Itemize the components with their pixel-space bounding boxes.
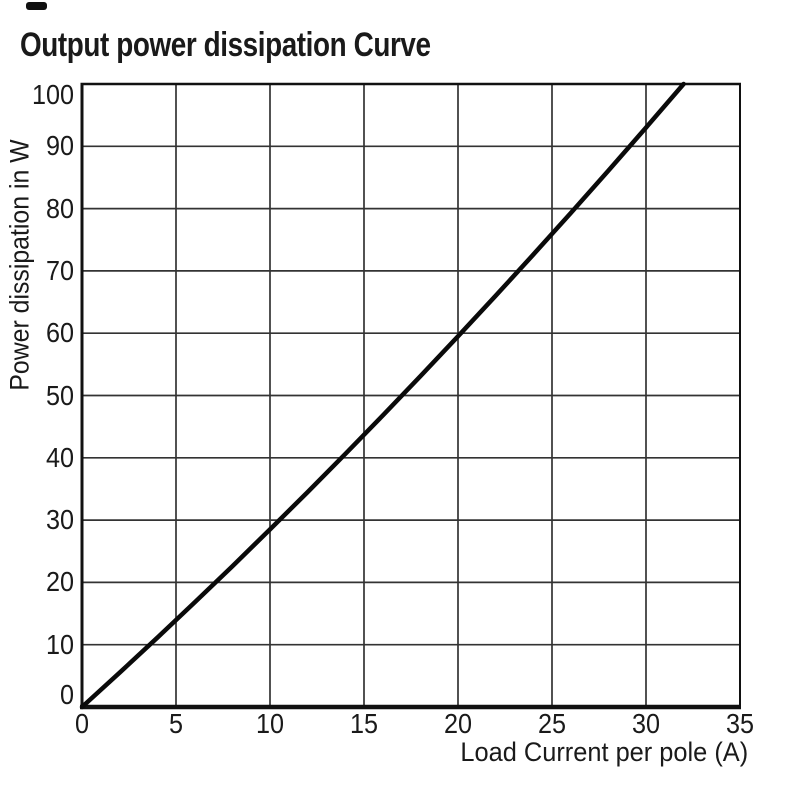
x-tick-label: 5	[168, 708, 184, 739]
y-tick-label: 100	[31, 79, 74, 110]
x-tick-label: 20	[443, 708, 473, 739]
y-tick-label: 20	[45, 566, 74, 598]
y-tick-label: 40	[45, 441, 74, 473]
y-tick-label: 50	[45, 379, 74, 411]
y-tick-label: 30	[45, 504, 74, 536]
y-tick-label: 80	[45, 192, 74, 224]
y-tick-label: 0	[59, 679, 74, 710]
chart-title: Output power dissipation Curve	[20, 26, 431, 64]
power-dissipation-curve	[79, 81, 686, 710]
x-tick-label: 15	[349, 708, 379, 739]
y-tick-label: 70	[45, 254, 74, 286]
y-tick-label: 90	[45, 130, 74, 162]
x-tick-label: 35	[725, 708, 755, 739]
x-tick-label: 30	[631, 708, 661, 739]
y-tick-label: 60	[45, 317, 74, 349]
x-tick-label: 0	[74, 708, 90, 739]
x-axis-title: Load Current per pole (A)	[460, 737, 748, 767]
corner-mark	[26, 2, 47, 10]
y-tick-label: 10	[45, 628, 74, 660]
x-tick-label: 10	[255, 708, 285, 739]
x-tick-label: 25	[537, 708, 567, 739]
